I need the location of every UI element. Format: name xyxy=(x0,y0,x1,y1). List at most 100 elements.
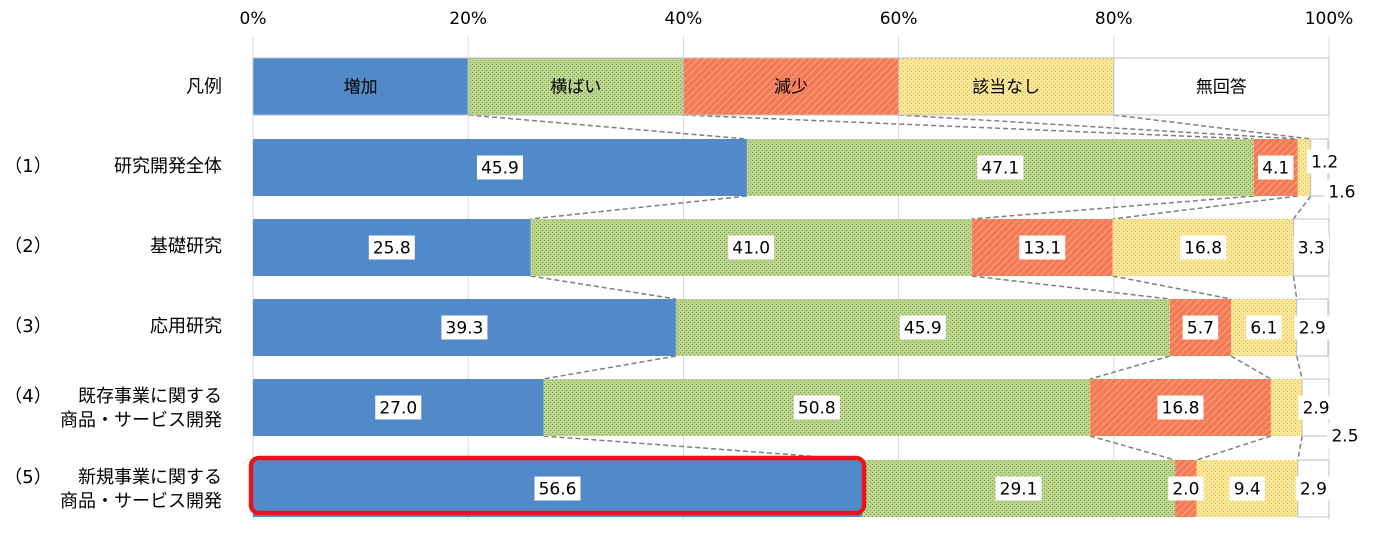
category-number: （3） xyxy=(4,316,51,337)
category-label: 応用研究 xyxy=(150,316,222,337)
connector-line xyxy=(1112,195,1298,220)
data-label: 2.9 xyxy=(1303,399,1330,419)
category-label: 研究開発全体 xyxy=(114,156,222,177)
connector-line xyxy=(971,275,1170,300)
data-label: 25.8 xyxy=(373,239,411,259)
connector-line xyxy=(530,195,747,220)
bar-segment xyxy=(1270,379,1303,436)
connector-line xyxy=(898,114,1298,140)
category-label: 基礎研究 xyxy=(150,236,222,257)
category-label: 商品・サービス開発 xyxy=(60,410,222,431)
data-label: 45.9 xyxy=(481,159,519,179)
category-number: （2） xyxy=(4,236,51,257)
data-label: 41.0 xyxy=(732,239,770,259)
data-label: 13.1 xyxy=(1023,239,1061,259)
data-label-bg xyxy=(1246,315,1282,340)
highlight-rect xyxy=(248,455,867,516)
data-label-bg xyxy=(977,155,1024,180)
data-label: 27.0 xyxy=(379,399,417,419)
connector-line xyxy=(468,114,747,140)
legend-swatch xyxy=(467,57,684,116)
x-tick-label: 20% xyxy=(449,9,487,29)
x-tick-label: 60% xyxy=(880,9,918,29)
data-label-bg xyxy=(1229,476,1265,501)
data-label: 5.7 xyxy=(1187,319,1214,339)
data-label: 9.4 xyxy=(1234,480,1261,500)
legend-item-label: 増加 xyxy=(344,78,378,98)
data-label-bg xyxy=(368,235,415,260)
x-tick-label: 80% xyxy=(1095,9,1133,29)
bars xyxy=(252,57,1330,518)
data-label-bg xyxy=(1324,179,1360,204)
category-number: （4） xyxy=(4,386,51,407)
data-label-bg xyxy=(1306,149,1343,174)
data-label-bg xyxy=(375,395,422,420)
data-label-bg xyxy=(1293,235,1329,260)
legend-item-label: 減少 xyxy=(774,78,808,98)
data-label: 2.0 xyxy=(1172,480,1199,500)
data-label-bg xyxy=(1294,315,1331,340)
data-label-bg xyxy=(1327,423,1363,448)
connector-line xyxy=(543,355,676,380)
data-label-bg xyxy=(899,315,946,340)
data-label-bg xyxy=(1295,476,1332,501)
data-label: 3.3 xyxy=(1298,239,1325,259)
connector-line xyxy=(1112,275,1232,300)
x-tick-label: 0% xyxy=(240,9,267,29)
category-labels: 凡例 （1） 研究開発全体 （2） 基礎研究 （3） 応用研究 （4） 既存事業に関する商品・サ… xyxy=(4,77,222,513)
data-label-bg xyxy=(1180,235,1227,260)
connector-line xyxy=(1230,355,1272,380)
data-label: 2.9 xyxy=(1299,319,1326,339)
gridlines xyxy=(252,36,1330,520)
data-label: 56.6 xyxy=(539,480,577,500)
category-label: 新規事業に関する xyxy=(78,467,222,488)
connector-line xyxy=(1089,355,1170,380)
data-label: 1.2 xyxy=(1311,153,1338,173)
data-label: 50.8 xyxy=(798,399,836,419)
x-axis-ticks: 0% 20% 40% 60% 80% 100% xyxy=(240,9,1354,29)
connector-line xyxy=(1297,435,1303,461)
data-label: 39.3 xyxy=(446,319,484,339)
data-label-bg xyxy=(1168,476,1204,501)
legend-item-label: 横ばい xyxy=(550,78,601,98)
data-label: 29.1 xyxy=(1000,480,1038,500)
data-label: 1.6 xyxy=(1328,183,1355,203)
legend-swatch xyxy=(1113,57,1330,116)
connector-line xyxy=(1295,355,1303,380)
data-label-bg xyxy=(1019,235,1066,260)
legend-item-label: 無回答 xyxy=(1196,78,1247,98)
data-label-bg xyxy=(476,155,523,180)
data-label-bg xyxy=(728,235,775,260)
data-label: 4.1 xyxy=(1262,159,1289,179)
data-label: 45.9 xyxy=(904,319,942,339)
data-label-bg xyxy=(441,315,488,340)
data-label-bg xyxy=(1157,395,1204,420)
data-label: 47.1 xyxy=(981,159,1019,179)
connector-line xyxy=(530,275,676,300)
connector-line xyxy=(683,114,1254,140)
data-label-bg xyxy=(995,476,1042,501)
data-label: 6.1 xyxy=(1250,319,1277,339)
data-label-bg xyxy=(1298,395,1334,420)
legend-row-label: 凡例 xyxy=(186,77,222,98)
connector-line xyxy=(1292,275,1298,300)
legend-item-label: 該当なし xyxy=(972,78,1040,98)
connector-line xyxy=(1089,435,1176,461)
highlight-box xyxy=(248,455,867,516)
legend-swatch xyxy=(252,57,469,116)
data-label: 2.9 xyxy=(1300,480,1327,500)
data-label-bg xyxy=(793,395,840,420)
data-label: 2.5 xyxy=(1331,427,1358,447)
connector-line xyxy=(971,195,1254,220)
connector-line xyxy=(1196,435,1272,461)
data-labels: 増加 横ばい 減少 該当なし 無回答 45.9 47.1 4.1 1.2 1.6 25.8 41.0 1… xyxy=(344,78,1363,501)
data-label-bg xyxy=(534,476,581,501)
connector-line xyxy=(1292,195,1312,220)
data-label-bg xyxy=(1182,315,1219,340)
x-tick-label: 100% xyxy=(1305,9,1354,29)
legend-swatch xyxy=(898,57,1115,116)
x-tick-label: 40% xyxy=(665,9,703,29)
category-label: 既存事業に関する xyxy=(78,386,222,407)
connector-lines xyxy=(468,114,1312,461)
